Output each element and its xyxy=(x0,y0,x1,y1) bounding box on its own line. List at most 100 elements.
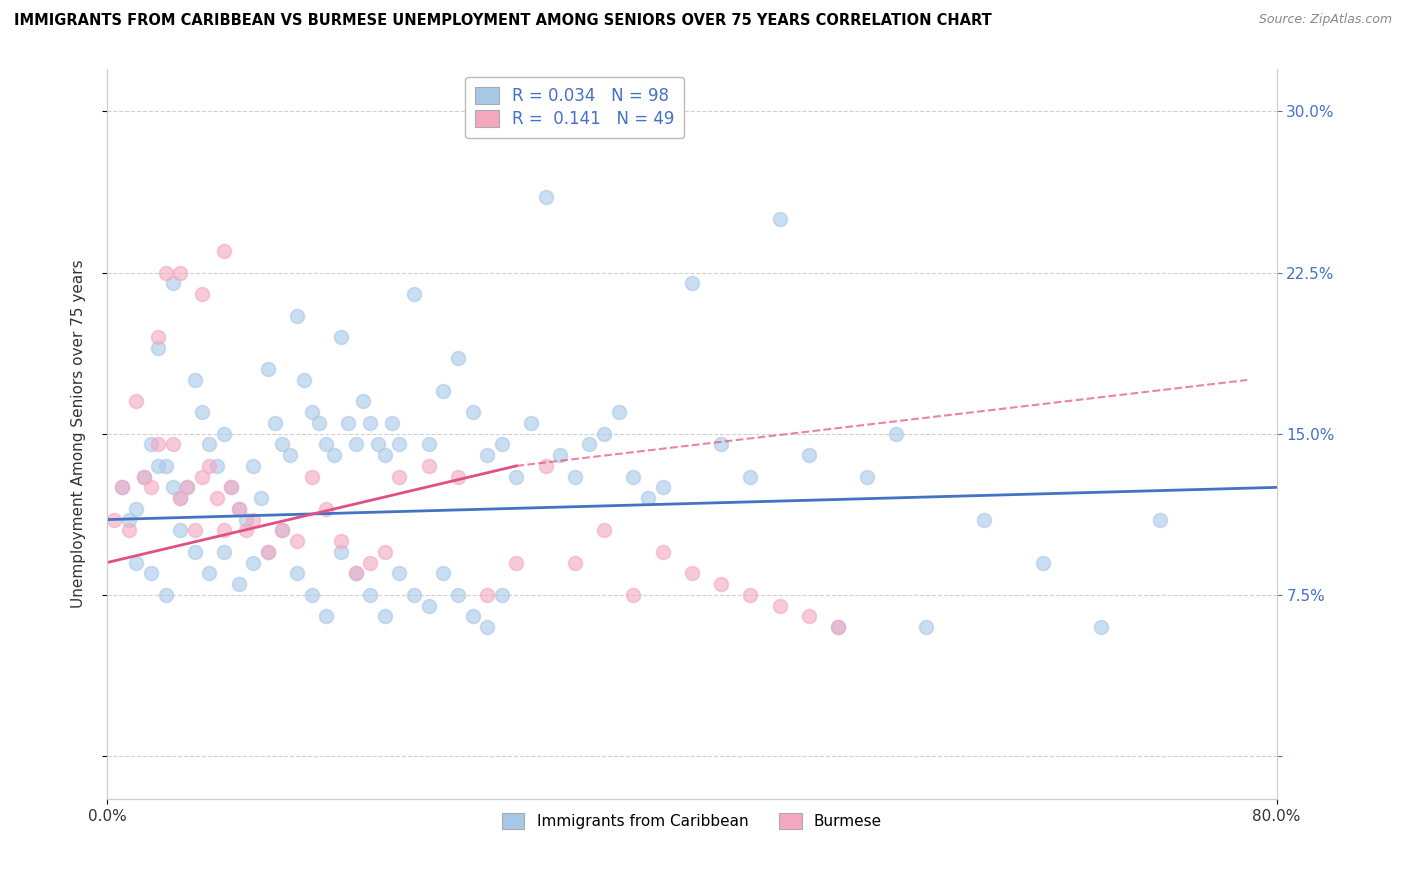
Point xyxy=(155,588,177,602)
Point xyxy=(301,469,323,483)
Point xyxy=(797,609,820,624)
Point xyxy=(374,448,396,462)
Point xyxy=(681,566,703,581)
Point xyxy=(139,566,162,581)
Point xyxy=(139,437,162,451)
Point xyxy=(235,524,257,538)
Point xyxy=(212,244,235,258)
Point xyxy=(132,469,155,483)
Point xyxy=(548,448,571,462)
Point xyxy=(169,491,191,505)
Point xyxy=(184,545,207,559)
Point xyxy=(169,491,191,505)
Legend: Immigrants from Caribbean, Burmese: Immigrants from Caribbean, Burmese xyxy=(495,806,889,835)
Point xyxy=(278,448,301,462)
Point xyxy=(322,448,344,462)
Point xyxy=(242,513,264,527)
Point xyxy=(710,437,733,451)
Point xyxy=(1090,620,1112,634)
Point xyxy=(505,556,527,570)
Point xyxy=(740,588,762,602)
Point xyxy=(111,480,134,494)
Point xyxy=(221,480,243,494)
Point xyxy=(388,469,411,483)
Point xyxy=(271,524,294,538)
Point xyxy=(294,373,316,387)
Point xyxy=(418,458,440,473)
Point xyxy=(125,501,148,516)
Point xyxy=(973,513,995,527)
Point xyxy=(191,469,214,483)
Point xyxy=(169,524,191,538)
Point xyxy=(374,609,396,624)
Point xyxy=(505,469,527,483)
Point xyxy=(103,513,125,527)
Point xyxy=(359,588,381,602)
Point xyxy=(148,458,170,473)
Point xyxy=(447,469,470,483)
Point xyxy=(191,287,214,301)
Point xyxy=(710,577,733,591)
Point xyxy=(534,458,557,473)
Point xyxy=(330,534,353,549)
Y-axis label: Unemployment Among Seniors over 75 years: Unemployment Among Seniors over 75 years xyxy=(72,260,86,608)
Point xyxy=(148,341,170,355)
Point xyxy=(359,556,381,570)
Point xyxy=(827,620,849,634)
Point xyxy=(228,577,250,591)
Point xyxy=(461,609,484,624)
Point xyxy=(432,384,454,398)
Point xyxy=(242,556,264,570)
Point xyxy=(461,405,484,419)
Point xyxy=(621,588,644,602)
Point xyxy=(475,448,498,462)
Point xyxy=(491,588,513,602)
Point xyxy=(148,437,170,451)
Point xyxy=(242,458,264,473)
Point xyxy=(447,351,470,366)
Point xyxy=(301,588,323,602)
Point xyxy=(681,277,703,291)
Point xyxy=(388,566,411,581)
Point xyxy=(856,469,879,483)
Point xyxy=(271,524,294,538)
Point xyxy=(352,394,374,409)
Point xyxy=(285,566,308,581)
Point xyxy=(388,437,411,451)
Point xyxy=(402,588,425,602)
Point xyxy=(534,190,557,204)
Point xyxy=(418,437,440,451)
Text: IMMIGRANTS FROM CARIBBEAN VS BURMESE UNEMPLOYMENT AMONG SENIORS OVER 75 YEARS CO: IMMIGRANTS FROM CARIBBEAN VS BURMESE UNE… xyxy=(14,13,991,29)
Point xyxy=(198,437,221,451)
Point xyxy=(621,469,644,483)
Point xyxy=(228,501,250,516)
Point xyxy=(184,524,207,538)
Point xyxy=(221,480,243,494)
Point xyxy=(520,416,543,430)
Point xyxy=(797,448,820,462)
Point xyxy=(344,566,367,581)
Point xyxy=(301,405,323,419)
Point xyxy=(125,556,148,570)
Point xyxy=(271,437,294,451)
Point xyxy=(564,469,586,483)
Point xyxy=(162,277,184,291)
Point xyxy=(886,426,908,441)
Point xyxy=(212,426,235,441)
Point xyxy=(330,330,353,344)
Point xyxy=(176,480,198,494)
Point xyxy=(118,524,141,538)
Point xyxy=(285,534,308,549)
Point xyxy=(651,545,673,559)
Point xyxy=(330,545,353,559)
Point xyxy=(344,566,367,581)
Point xyxy=(432,566,454,581)
Point xyxy=(257,545,280,559)
Point xyxy=(367,437,389,451)
Point xyxy=(205,458,228,473)
Point xyxy=(315,437,337,451)
Point xyxy=(740,469,762,483)
Point xyxy=(191,405,214,419)
Point xyxy=(374,545,396,559)
Point xyxy=(139,480,162,494)
